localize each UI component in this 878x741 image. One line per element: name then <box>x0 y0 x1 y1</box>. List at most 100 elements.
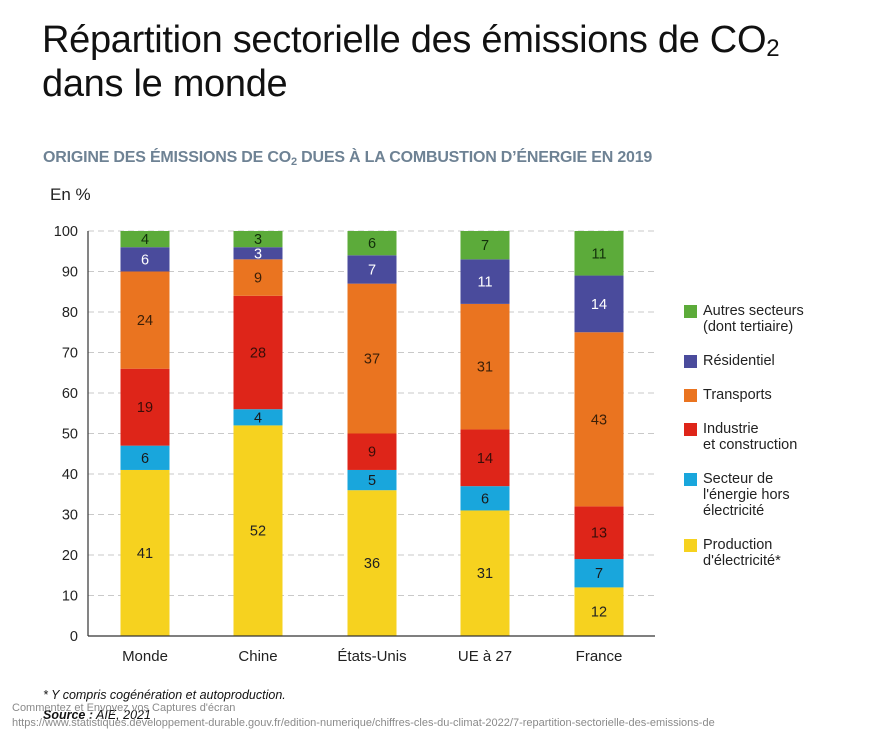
x-axis-labels: Monde Chine États-Unis UE à 27 France <box>122 648 622 665</box>
data-label: 36 <box>364 556 380 572</box>
bar-segment <box>120 231 170 248</box>
bar-segment <box>460 303 510 430</box>
data-label: 31 <box>477 360 493 376</box>
bar-segment <box>233 247 283 260</box>
legend-item: Production d'électricité* <box>684 537 781 569</box>
axes <box>87 231 655 637</box>
data-label: 7 <box>368 262 376 278</box>
bar-segment <box>574 559 624 588</box>
data-label: 3 <box>254 232 262 248</box>
title-subscript: 2 <box>766 35 780 62</box>
bar-segment <box>347 255 397 284</box>
bar-segment <box>347 231 397 256</box>
bar-segment <box>460 259 510 304</box>
data-label: 12 <box>591 605 607 621</box>
legend-swatch <box>684 389 697 402</box>
bar-segment <box>460 429 510 487</box>
x-tick-label: France <box>576 648 623 665</box>
data-label: 13 <box>591 526 607 542</box>
bar-segment <box>120 271 170 369</box>
source-note: Source : AIE, 2021 <box>43 708 151 722</box>
y-tick-label: 80 <box>62 305 78 321</box>
bar-segment <box>460 486 510 511</box>
bar-stack: 52 4 28 9 33 <box>233 231 283 636</box>
x-tick-label: États-Unis <box>337 648 406 665</box>
chart-title-subscript: 2 <box>290 156 297 168</box>
legend-swatch <box>684 539 697 552</box>
data-label: 7 <box>481 238 489 254</box>
data-label: 14 <box>477 451 493 467</box>
bar-segment <box>347 469 397 491</box>
bar-segment <box>460 231 510 260</box>
y-tick-label: 50 <box>62 427 78 443</box>
bar-stack: 36 5 9 37 7 6 <box>347 231 397 636</box>
legend-swatch <box>684 305 697 318</box>
bar-segment <box>574 231 624 276</box>
data-label: 3 <box>254 246 262 262</box>
y-tick-label: 20 <box>62 548 78 564</box>
data-label: 4 <box>141 232 149 248</box>
bar-segment <box>347 283 397 434</box>
legend-label: Secteur de l'énergie hors électricité <box>703 471 790 519</box>
data-label: 9 <box>368 445 376 461</box>
data-label: 4 <box>254 410 262 426</box>
bar-segment <box>574 332 624 507</box>
bar-segment <box>574 587 624 636</box>
legend-swatch <box>684 423 697 436</box>
data-label: 43 <box>591 412 607 428</box>
y-tick-label: 70 <box>62 346 78 362</box>
legend-label: Production d'électricité* <box>703 537 781 569</box>
bar-segment <box>347 490 397 636</box>
y-tick-label: 100 <box>54 224 78 240</box>
data-label: 24 <box>137 313 153 329</box>
data-label: 19 <box>137 400 153 416</box>
bars: 41 6 19 24 6 4 52 4 28 9 33 36 5 9 37 7 6 31 6 14 31 11 7 12 7 13… <box>120 231 624 636</box>
legend-item: Résidentiel <box>684 353 775 369</box>
bar-segment <box>120 368 170 446</box>
legend-label: Résidentiel <box>703 353 775 369</box>
legend-item: Transports <box>684 387 772 403</box>
x-tick-label: UE à 27 <box>458 648 512 665</box>
footnote: * Y compris cogénération et autoproducti… <box>43 688 286 702</box>
legend-swatch <box>684 473 697 486</box>
chart-title: ORIGINE DES ÉMISSIONS DE CO2 DUES À LA C… <box>43 149 653 168</box>
y-tick-label: 30 <box>62 508 78 524</box>
legend-item: Secteur de l'énergie hors électricité <box>684 471 790 519</box>
data-label: 9 <box>254 271 262 287</box>
bar-segment <box>120 469 170 636</box>
bar-segment <box>347 433 397 470</box>
data-label: 6 <box>368 236 376 252</box>
legend-label: Industrie et construction <box>703 421 798 453</box>
legend-swatch <box>684 355 697 368</box>
bar-segment <box>233 231 283 248</box>
bar-segment <box>460 510 510 636</box>
legend-label: Transports <box>703 387 772 403</box>
x-tick-label: Chine <box>238 648 277 665</box>
y-axis-ticks: 0 10 20 30 40 50 60 70 80 90 100 <box>54 224 78 645</box>
y-tick-label: 40 <box>62 467 78 483</box>
data-label: 6 <box>141 252 149 268</box>
data-label: 11 <box>591 246 606 262</box>
y-tick-label: 90 <box>62 265 78 281</box>
title-line1: Répartition sectorielle des émissions de… <box>42 19 767 61</box>
bar-segment <box>233 409 283 426</box>
bar-segment <box>233 425 283 636</box>
bar-segment <box>233 295 283 410</box>
data-label: 6 <box>481 491 489 507</box>
bar-segment <box>233 259 283 296</box>
data-label: 11 <box>477 275 492 291</box>
y-axis-unit-label: En % <box>50 185 91 204</box>
bar-segment <box>120 445 170 470</box>
title-line2: dans le monde <box>42 63 288 105</box>
page-title: Répartition sectorielle des émissions de… <box>42 18 780 106</box>
source-url[interactable]: https://www.statistiques.developpement-d… <box>12 717 715 729</box>
data-label: 6 <box>141 451 149 467</box>
data-label: 52 <box>250 524 266 540</box>
data-label: 7 <box>595 566 603 582</box>
chart-title-rest: DUES À LA COMBUSTION D’ÉNERGIE EN 2019 <box>296 149 653 166</box>
source-value: AIE, 2021 <box>93 708 151 722</box>
screenshot-caption: Commentez et Envoyez vos Captures d'écra… <box>12 702 236 714</box>
x-tick-label: Monde <box>122 648 168 665</box>
chart-title-main: ORIGINE DES ÉMISSIONS DE CO <box>43 149 291 166</box>
